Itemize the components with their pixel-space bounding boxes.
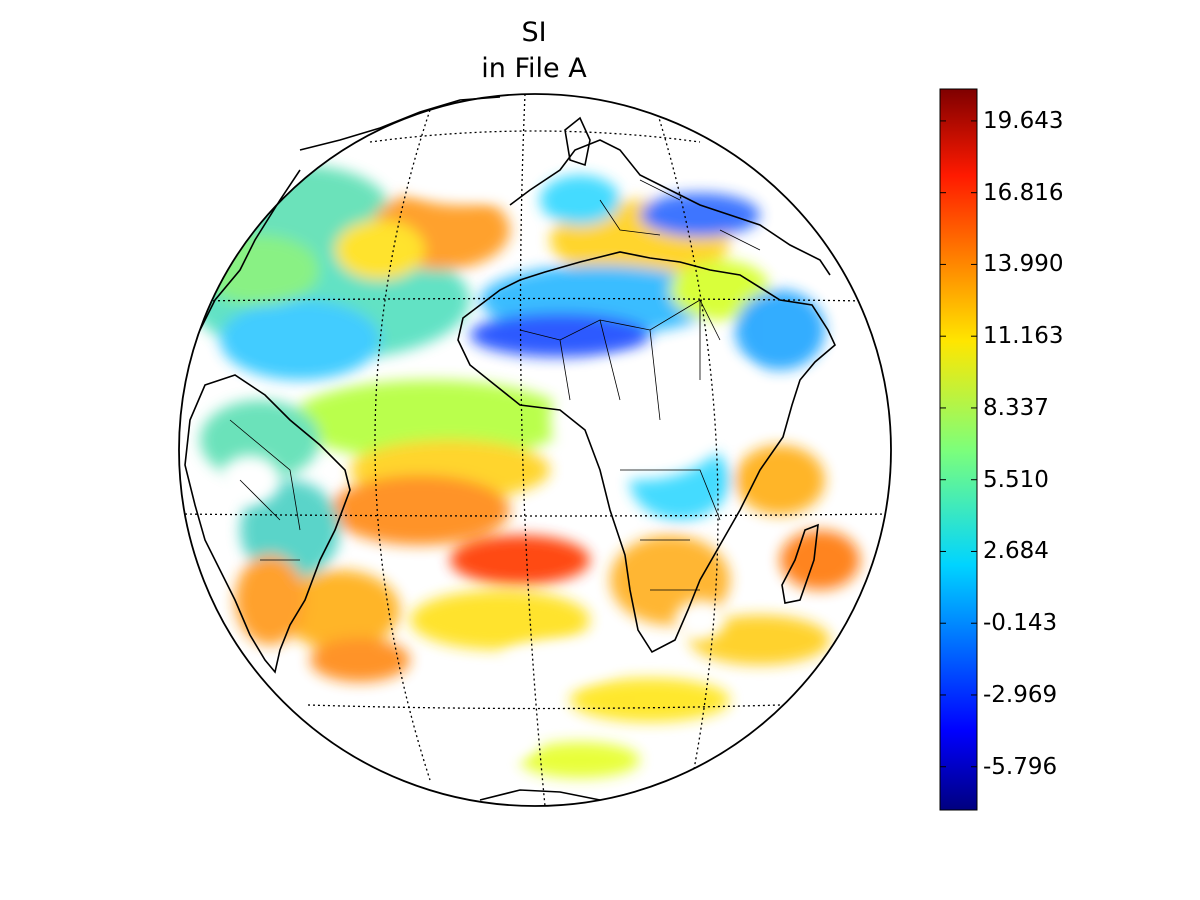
- border-line: [599, 179, 761, 251]
- madagascar-coast: [781, 523, 819, 604]
- colorbar-tick-label: 16.816: [983, 179, 1064, 206]
- colorbar-tick-label: 5.510: [983, 466, 1049, 493]
- globe-outline: [178, 93, 892, 807]
- chart-title-line-2: in File A: [481, 53, 587, 84]
- border-line: [559, 300, 701, 421]
- colorbar-tick-label: -0.143: [983, 610, 1058, 637]
- colorbar-tick-label: 8.337: [983, 394, 1049, 421]
- north-america-coast: [199, 169, 301, 331]
- meridian-line: [374, 109, 431, 781]
- graticule: [179, 94, 891, 806]
- colorbar-tick-label: 13.990: [983, 251, 1064, 278]
- colorbar: [939, 88, 978, 811]
- meridian-line: [654, 104, 719, 791]
- parallel-line: [369, 130, 701, 143]
- parallel-line: [197, 297, 869, 302]
- country-borders: [229, 179, 761, 591]
- colorbar-tick-label: 11.163: [983, 323, 1064, 350]
- colorbar-tick-label: 19.643: [983, 107, 1064, 134]
- colorbar-tick-label: -5.796: [983, 753, 1058, 780]
- border-line: [620, 469, 721, 591]
- parallel-line: [179, 513, 891, 517]
- parallel-line: [307, 704, 781, 710]
- data-field: [190, 165, 860, 778]
- colorbar-ticks: [940, 120, 977, 768]
- colorbar-tick-label: -2.969: [983, 681, 1058, 708]
- colorbar-tick-label: 2.684: [983, 538, 1049, 565]
- south-america-coast: [184, 374, 351, 674]
- meridian-line: [519, 94, 546, 806]
- antarctica-coast: [479, 789, 601, 801]
- chart-title-line-1: SI: [521, 17, 547, 48]
- africa-coast: [457, 251, 836, 654]
- border-line: [519, 299, 721, 341]
- border-line: [229, 419, 301, 561]
- coastlines: [184, 96, 836, 801]
- britain-coast: [564, 116, 591, 167]
- europe-coast: [509, 139, 831, 276]
